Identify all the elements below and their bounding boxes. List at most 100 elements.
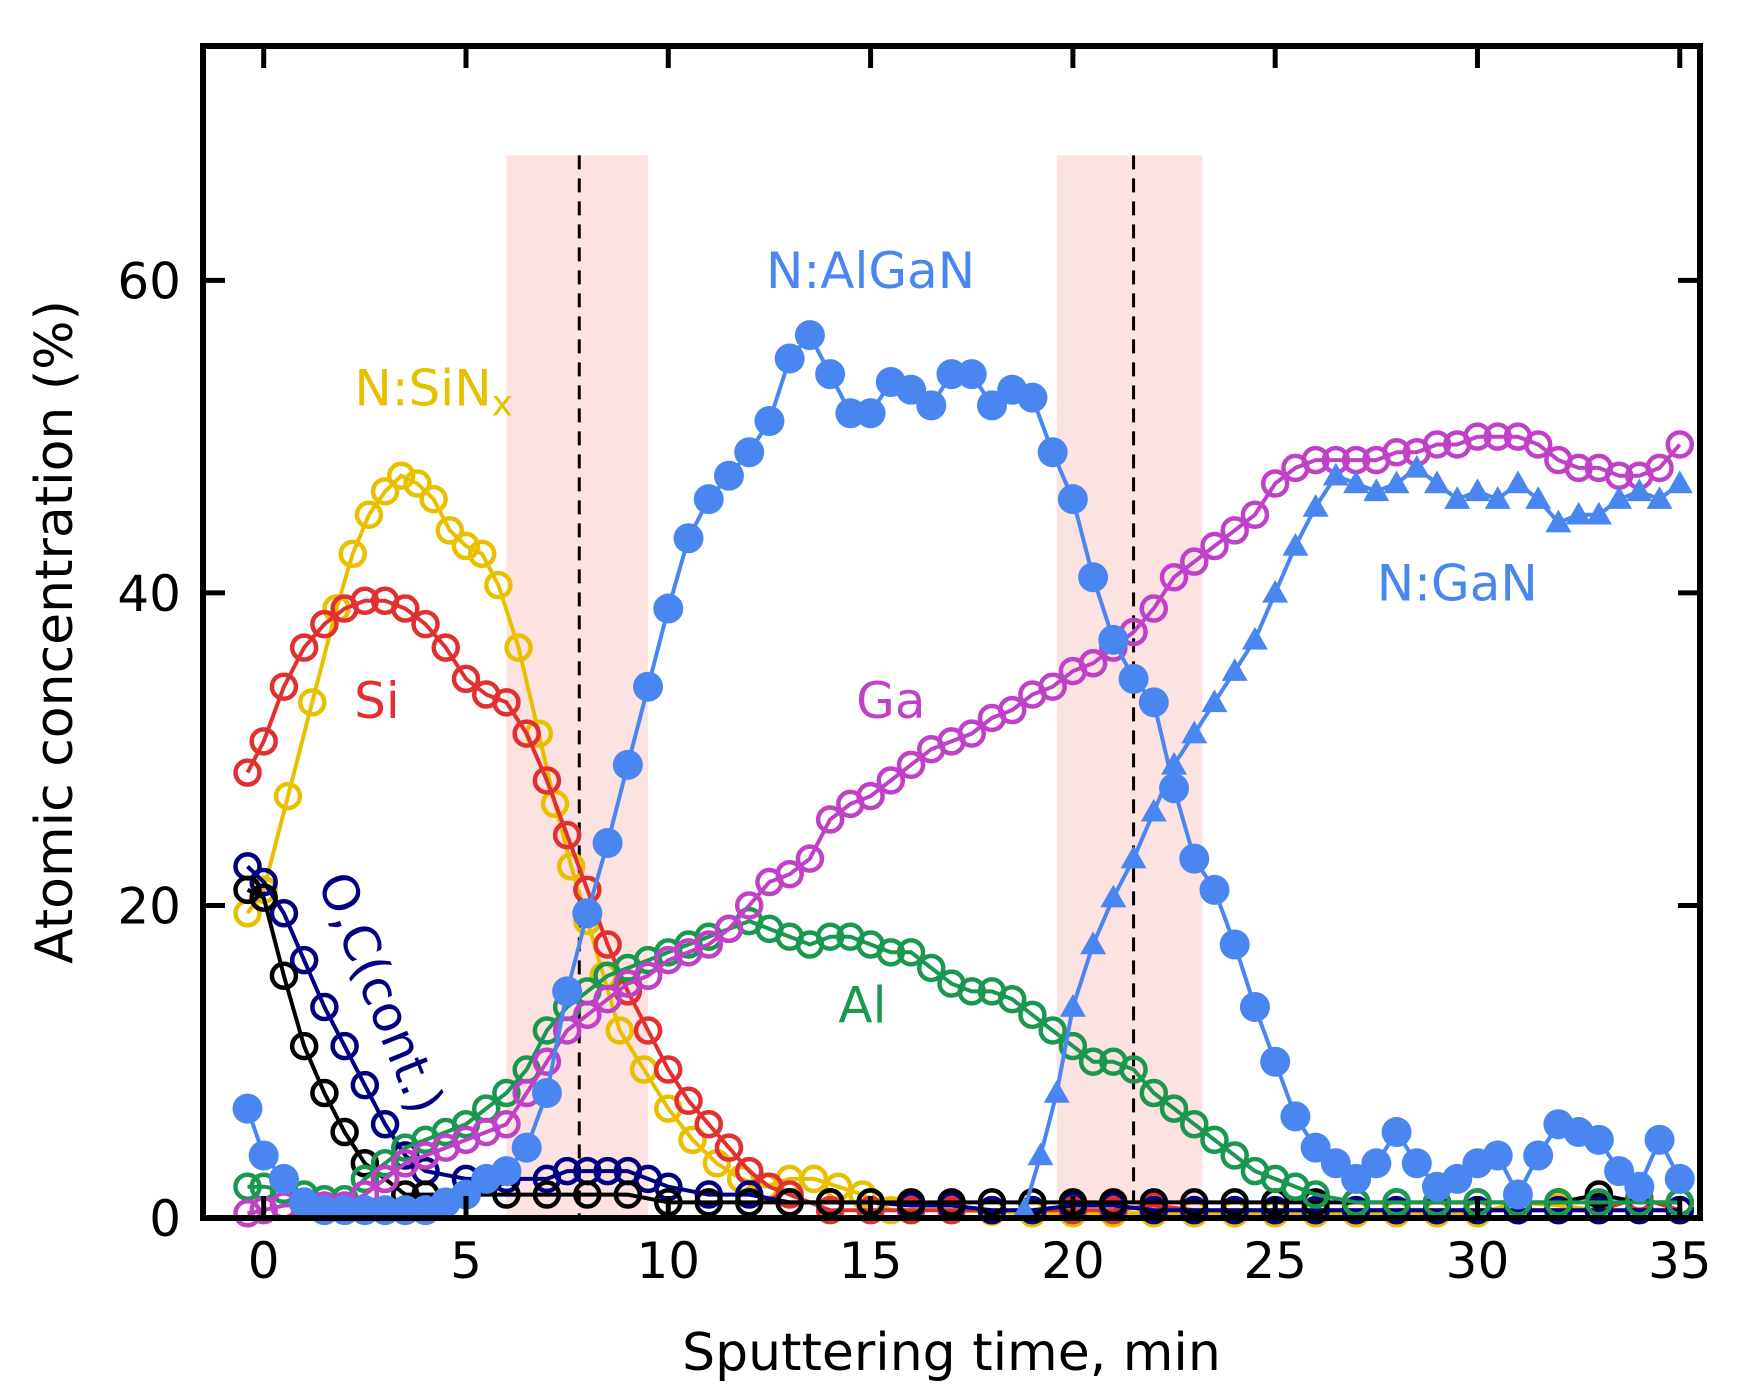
data-point [233, 1172, 262, 1201]
data-point [1341, 1195, 1371, 1225]
data-point [633, 671, 664, 702]
data-point [694, 1180, 723, 1209]
data-point [1525, 486, 1552, 509]
data-point [330, 1117, 359, 1147]
data-point [552, 820, 582, 850]
data-point [734, 891, 764, 920]
data-point [916, 390, 947, 421]
data-point [1018, 1000, 1047, 1030]
x-tick-label: 35 [1648, 1232, 1712, 1290]
data-point [450, 1179, 481, 1210]
data-point [350, 1070, 380, 1100]
data-point [1322, 462, 1349, 486]
data-point [297, 688, 327, 717]
data-point [876, 938, 906, 967]
data-point [1624, 1171, 1655, 1202]
series-line [247, 918, 1680, 1205]
data-point [896, 1188, 926, 1217]
data-point [1200, 531, 1229, 561]
data-point [1239, 992, 1270, 1023]
data-point [1502, 1179, 1533, 1210]
data-point [775, 1180, 804, 1209]
data-point [573, 1180, 602, 1209]
data-point [532, 1180, 562, 1209]
data-point [249, 727, 278, 756]
data-point [976, 390, 1007, 421]
data-point [1301, 1180, 1330, 1209]
data-point [370, 1149, 400, 1178]
data-point [896, 374, 927, 405]
data-point [1199, 874, 1230, 905]
data-point [1078, 1047, 1108, 1076]
data-point [1523, 430, 1553, 459]
data-point [572, 898, 603, 929]
data-point [977, 1195, 1007, 1225]
data-point [1626, 478, 1653, 502]
data-point [593, 1156, 622, 1186]
data-point [1401, 1148, 1432, 1179]
data-point [492, 1078, 521, 1108]
data-point [1078, 562, 1109, 593]
data-point [654, 1055, 683, 1084]
data-point [633, 1016, 663, 1045]
data-point [1320, 1148, 1351, 1179]
data-point [1464, 478, 1491, 502]
data-point [1301, 1188, 1330, 1217]
data-point [694, 930, 723, 959]
data-point [1544, 1188, 1573, 1217]
data-point [289, 945, 319, 975]
data-point [1180, 1109, 1209, 1139]
data-point [1422, 430, 1452, 459]
y-tick-label: 0 [149, 1190, 181, 1248]
data-point [794, 320, 825, 351]
data-point [956, 359, 987, 390]
data-point [1545, 509, 1572, 533]
data-point [1220, 1141, 1249, 1170]
data-point [694, 1188, 723, 1217]
data-point [1180, 1188, 1209, 1217]
data-point [1059, 994, 1086, 1017]
data-point [673, 523, 704, 554]
y-axis-title: Atomic concentration (%) [25, 300, 85, 964]
data-point [592, 827, 623, 858]
data-point [1300, 1132, 1331, 1163]
data-point [1220, 516, 1249, 545]
data-point [1240, 500, 1270, 530]
data-point [1201, 689, 1228, 713]
data-point [1159, 1094, 1189, 1123]
data-point [350, 1149, 380, 1178]
data-point [1098, 624, 1129, 655]
data-point [917, 953, 946, 983]
data-point [876, 766, 906, 795]
data-point [1037, 437, 1068, 468]
data-point [1038, 1016, 1067, 1045]
data-point [1665, 430, 1695, 459]
data-point [1382, 438, 1411, 467]
data-point [330, 1031, 359, 1061]
data-point [774, 343, 805, 374]
data-point [1180, 547, 1209, 576]
data-point [491, 1156, 522, 1187]
data-point [1139, 1195, 1169, 1225]
data-point [1382, 1195, 1411, 1225]
data-point [593, 984, 622, 1014]
annotation-4: Ga [856, 672, 925, 730]
y-tick-label: 20 [117, 877, 181, 935]
data-point [1038, 672, 1067, 701]
data-point [1282, 533, 1309, 556]
data-point [1343, 470, 1370, 494]
data-point [233, 758, 262, 787]
data-point [387, 461, 416, 490]
data-point [1645, 453, 1674, 483]
data-point [1383, 470, 1410, 494]
data-point [532, 766, 562, 795]
data-point [1403, 454, 1430, 478]
data-point [411, 609, 440, 639]
data-point [370, 1109, 400, 1139]
data-point [815, 805, 845, 834]
data-point [233, 1199, 262, 1228]
data-point [289, 1031, 319, 1061]
data-point [714, 1133, 744, 1162]
y-tick-label: 60 [117, 252, 181, 310]
data-point [552, 976, 583, 1007]
